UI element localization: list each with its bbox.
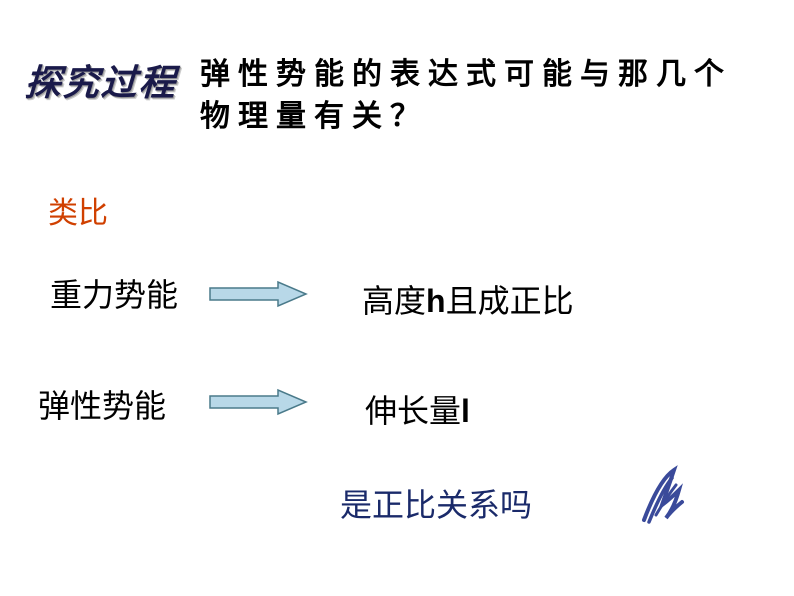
row2-left-text: 弹性势能 — [38, 381, 166, 427]
row1-left-text: 重力势能 — [50, 270, 178, 316]
row1-suffix: 且成正比 — [446, 283, 574, 319]
row1-prefix: 高度 — [362, 283, 426, 319]
row1-right-text: 高度h且成正比 — [362, 276, 574, 322]
section-title: 探究过程 — [24, 54, 179, 106]
row1-variable: h — [426, 283, 446, 319]
row2-prefix: 伸长量 — [365, 393, 461, 429]
row2-variable: l — [461, 393, 470, 429]
decorative-swoosh-icon — [634, 460, 694, 535]
main-question: 弹性势能的表达式可能与那几个物理量有关？ — [200, 54, 740, 138]
analogy-label: 类比 — [48, 188, 108, 232]
bottom-question: 是正比关系吗 — [340, 480, 532, 526]
arrow-icon — [208, 388, 308, 416]
row2-right-text: 伸长量l — [365, 386, 470, 432]
arrow-icon — [208, 280, 308, 308]
